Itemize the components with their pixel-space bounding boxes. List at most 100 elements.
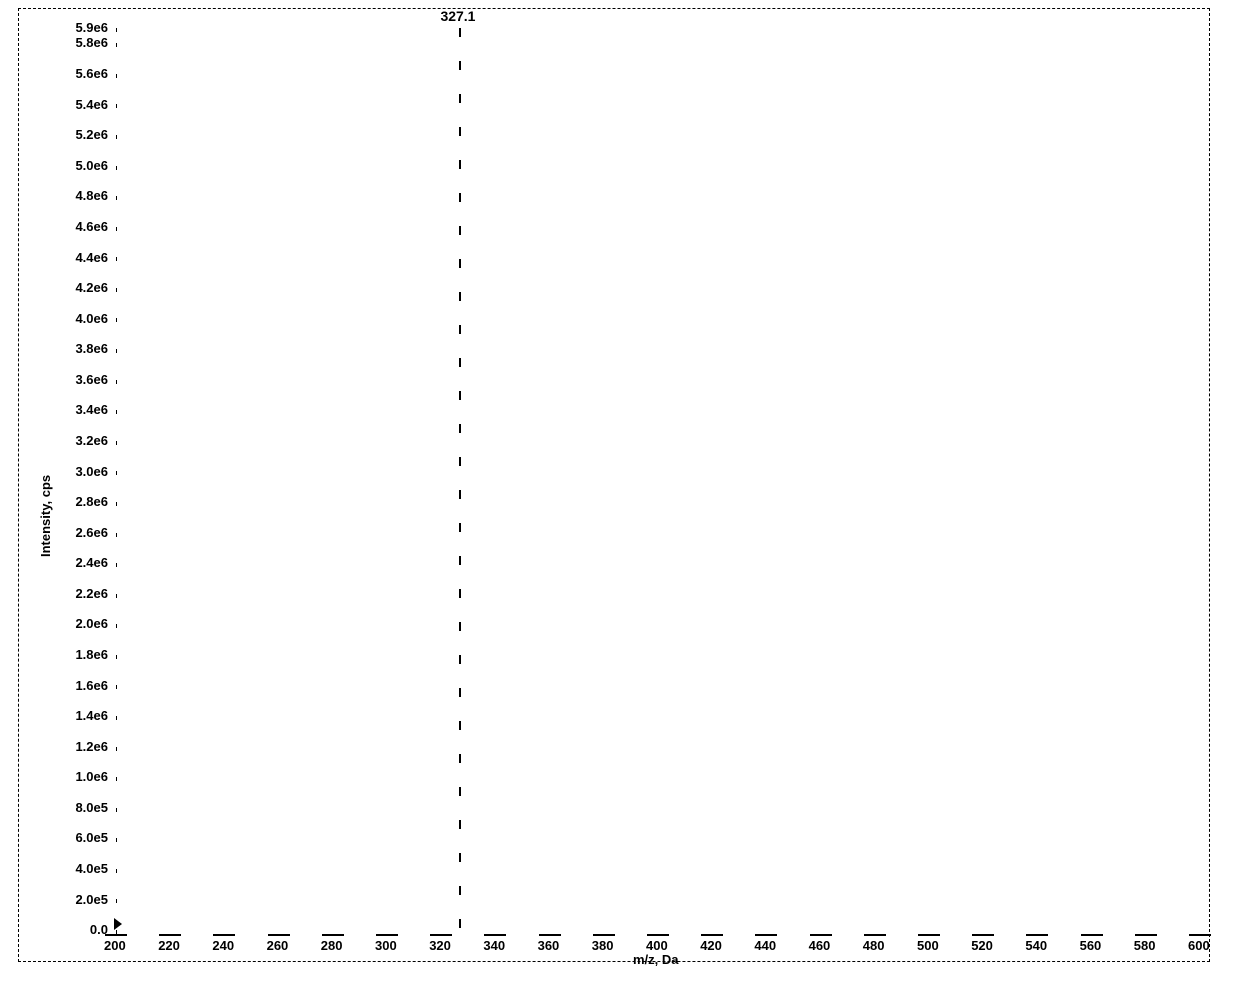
peak-line bbox=[459, 94, 461, 103]
y-tick-mark bbox=[116, 288, 117, 292]
y-tick-mark bbox=[116, 716, 117, 720]
y-tick-label: 5.4e6 bbox=[75, 97, 108, 112]
y-tick-label: 5.2e6 bbox=[75, 127, 108, 142]
peak-line bbox=[459, 490, 461, 499]
peak-line bbox=[459, 226, 461, 235]
y-tick-label: 5.8e6 bbox=[75, 35, 108, 50]
y-tick-label: 3.6e6 bbox=[75, 372, 108, 387]
peak-line bbox=[459, 556, 461, 565]
y-tick-label: 2.6e6 bbox=[75, 525, 108, 540]
peak-line bbox=[459, 325, 461, 334]
y-tick-mark bbox=[116, 471, 117, 475]
x-tick-mark bbox=[430, 934, 452, 936]
y-tick-label: 2.2e6 bbox=[75, 586, 108, 601]
y-tick-mark bbox=[116, 380, 117, 384]
y-tick-label: 4.2e6 bbox=[75, 280, 108, 295]
y-tick-mark bbox=[116, 257, 117, 261]
x-tick-mark bbox=[918, 934, 940, 936]
y-tick-label: 2.8e6 bbox=[75, 494, 108, 509]
peak-line bbox=[459, 688, 461, 697]
peak-line bbox=[459, 589, 461, 598]
x-tick-label: 460 bbox=[809, 938, 831, 953]
peak-line bbox=[459, 292, 461, 301]
y-tick-label: 4.8e6 bbox=[75, 188, 108, 203]
y-tick-label: 3.2e6 bbox=[75, 433, 108, 448]
y-tick-label: 4.0e5 bbox=[75, 861, 108, 876]
y-tick-mark bbox=[116, 135, 117, 139]
x-tick-mark bbox=[105, 934, 127, 936]
x-tick-label: 580 bbox=[1134, 938, 1156, 953]
y-tick-mark bbox=[116, 869, 117, 873]
y-tick-label: 2.0e5 bbox=[75, 892, 108, 907]
x-tick-label: 480 bbox=[863, 938, 885, 953]
x-tick-mark bbox=[376, 934, 398, 936]
plot-area bbox=[116, 28, 1200, 930]
y-tick-mark bbox=[116, 777, 117, 781]
y-tick-mark bbox=[116, 563, 117, 567]
x-tick-mark bbox=[322, 934, 344, 936]
y-axis-label: Intensity, cps bbox=[38, 475, 53, 557]
x-tick-mark bbox=[539, 934, 561, 936]
peak-line bbox=[459, 391, 461, 400]
y-tick-label: 3.8e6 bbox=[75, 341, 108, 356]
y-tick-label: 5.9e6 bbox=[75, 20, 108, 35]
x-tick-label: 520 bbox=[971, 938, 993, 953]
y-tick-label: 4.4e6 bbox=[75, 250, 108, 265]
y-tick-mark bbox=[116, 43, 117, 47]
x-tick-label: 320 bbox=[429, 938, 451, 953]
x-axis-label: m/z, Da bbox=[633, 952, 679, 967]
peak-line bbox=[459, 820, 461, 829]
y-tick-label: 3.4e6 bbox=[75, 402, 108, 417]
peak-line bbox=[459, 523, 461, 532]
x-tick-label: 420 bbox=[700, 938, 722, 953]
y-tick-mark bbox=[116, 533, 117, 537]
y-tick-mark bbox=[116, 624, 117, 628]
x-tick-label: 260 bbox=[267, 938, 289, 953]
x-tick-label: 300 bbox=[375, 938, 397, 953]
y-tick-mark bbox=[116, 349, 117, 353]
x-tick-label: 500 bbox=[917, 938, 939, 953]
peak-line bbox=[459, 853, 461, 862]
peak-line bbox=[459, 28, 461, 37]
y-tick-mark bbox=[116, 441, 117, 445]
peak-line bbox=[459, 127, 461, 136]
y-tick-label: 1.4e6 bbox=[75, 708, 108, 723]
y-tick-label: 6.0e5 bbox=[75, 830, 108, 845]
y-tick-label: 4.6e6 bbox=[75, 219, 108, 234]
peak-line bbox=[459, 622, 461, 631]
y-tick-mark bbox=[116, 502, 117, 506]
x-tick-label: 440 bbox=[754, 938, 776, 953]
y-tick-label: 5.0e6 bbox=[75, 158, 108, 173]
y-tick-mark bbox=[116, 28, 117, 32]
y-tick-mark bbox=[116, 74, 117, 78]
page: Intensity, cps m/z, Da 0.02.0e54.0e56.0e… bbox=[0, 0, 1240, 988]
y-tick-label: 1.2e6 bbox=[75, 739, 108, 754]
x-tick-label: 540 bbox=[1025, 938, 1047, 953]
y-tick-mark bbox=[116, 747, 117, 751]
x-tick-mark bbox=[701, 934, 723, 936]
y-tick-mark bbox=[116, 594, 117, 598]
x-tick-label: 220 bbox=[158, 938, 180, 953]
y-tick-mark bbox=[116, 808, 117, 812]
y-tick-mark bbox=[116, 899, 117, 903]
y-tick-mark bbox=[116, 685, 117, 689]
x-tick-mark bbox=[268, 934, 290, 936]
x-tick-mark bbox=[1026, 934, 1048, 936]
y-tick-label: 8.0e5 bbox=[75, 800, 108, 815]
x-tick-label: 280 bbox=[321, 938, 343, 953]
peak-label: 327.1 bbox=[440, 8, 475, 24]
peak-line bbox=[459, 160, 461, 169]
y-tick-mark bbox=[116, 410, 117, 414]
peak-line bbox=[459, 457, 461, 466]
peak-line bbox=[459, 919, 461, 928]
peak-line bbox=[459, 358, 461, 367]
peak-line bbox=[459, 655, 461, 664]
x-tick-mark bbox=[1189, 934, 1211, 936]
y-tick-mark bbox=[116, 166, 117, 170]
y-tick-mark bbox=[116, 318, 117, 322]
y-tick-mark bbox=[116, 838, 117, 842]
x-tick-mark bbox=[972, 934, 994, 936]
x-tick-label: 600 bbox=[1188, 938, 1210, 953]
x-tick-mark bbox=[864, 934, 886, 936]
y-tick-label: 1.6e6 bbox=[75, 678, 108, 693]
